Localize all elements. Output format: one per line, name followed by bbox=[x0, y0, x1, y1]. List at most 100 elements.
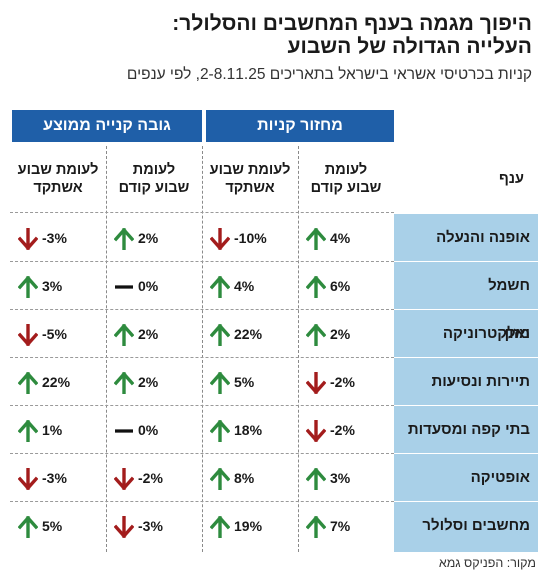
change-value: 5% bbox=[234, 374, 255, 390]
change-value: 22% bbox=[42, 374, 71, 390]
arrow-up-icon bbox=[305, 467, 327, 491]
change-value: 0% bbox=[138, 422, 159, 438]
value-cell: 2% bbox=[106, 310, 202, 358]
sector-label: מחשבים וסלולר bbox=[422, 517, 530, 534]
column-header-turnover-last-year: לעומת שבוע אשתקד bbox=[209, 162, 291, 196]
change-value: 6% bbox=[330, 278, 351, 294]
value-cell: -3% bbox=[106, 502, 202, 550]
value-cell: -3% bbox=[10, 214, 106, 262]
arrow-up-icon bbox=[113, 227, 135, 251]
group-header-turnover: מחזור קניות bbox=[206, 110, 394, 142]
arrow-up-icon bbox=[209, 323, 231, 347]
column-divider bbox=[202, 146, 203, 552]
data-table: מחזור קניות גובה קנייה ממוצע ענף לעומת שב… bbox=[10, 110, 538, 552]
row-divider bbox=[10, 453, 394, 454]
sector-row-divider bbox=[394, 309, 538, 310]
arrow-down-icon bbox=[209, 227, 231, 251]
change-value: 4% bbox=[330, 230, 351, 246]
arrow-up-icon bbox=[305, 275, 327, 299]
arrow-up-icon bbox=[17, 371, 39, 395]
arrow-up-icon bbox=[305, 227, 327, 251]
sector-column bbox=[394, 214, 538, 552]
value-cell: 2% bbox=[106, 358, 202, 406]
arrow-down-icon bbox=[305, 371, 327, 395]
row-divider bbox=[10, 212, 394, 213]
change-value: 22% bbox=[234, 326, 263, 342]
group-header-avg-purchase: גובה קנייה ממוצע bbox=[12, 110, 202, 142]
value-cell: 6% bbox=[298, 262, 394, 310]
change-value: 3% bbox=[330, 470, 351, 486]
value-cell: 2% bbox=[298, 310, 394, 358]
column-header-turnover-prev-week: לעומת שבוע קודם bbox=[310, 162, 382, 196]
change-value: 1% bbox=[42, 422, 63, 438]
column-header-avg-prev-week: לעומת שבוע קודם bbox=[118, 162, 190, 196]
value-cell: -2% bbox=[298, 406, 394, 454]
value-cell: 0% bbox=[106, 262, 202, 310]
change-value: 8% bbox=[234, 470, 255, 486]
change-value: 19% bbox=[234, 518, 263, 534]
change-value: 7% bbox=[330, 518, 351, 534]
value-cell: 22% bbox=[10, 358, 106, 406]
column-header-sector: ענף bbox=[499, 171, 524, 187]
row-divider bbox=[10, 357, 394, 358]
dash-icon bbox=[114, 276, 134, 298]
row-divider bbox=[10, 309, 394, 310]
value-cell: 8% bbox=[202, 454, 298, 502]
value-cell: 19% bbox=[202, 502, 298, 550]
change-value: -5% bbox=[42, 326, 67, 342]
sector-label: בתי קפה ומסעדות bbox=[407, 421, 530, 438]
change-value: 0% bbox=[138, 278, 159, 294]
change-value: -3% bbox=[138, 518, 163, 534]
arrow-up-icon bbox=[305, 323, 327, 347]
value-cell: 5% bbox=[202, 358, 298, 406]
change-value: 5% bbox=[42, 518, 63, 534]
page-subtitle: קניות בכרטיסי אשראי בישראל בתאריכים 2-8.… bbox=[126, 66, 532, 83]
value-cell: -2% bbox=[298, 358, 394, 406]
value-cell: 5% bbox=[10, 502, 106, 550]
change-value: -2% bbox=[330, 422, 355, 438]
change-value: -3% bbox=[42, 470, 67, 486]
value-cell: 7% bbox=[298, 502, 394, 550]
title-line-1: היפוך מגמה בענף המחשבים והסלולר: bbox=[172, 12, 532, 35]
value-cell: 4% bbox=[298, 214, 394, 262]
change-value: 2% bbox=[138, 374, 159, 390]
change-value: -2% bbox=[138, 470, 163, 486]
arrow-up-icon bbox=[17, 275, 39, 299]
arrow-up-icon bbox=[17, 419, 39, 443]
value-cell: 18% bbox=[202, 406, 298, 454]
arrow-down-icon bbox=[17, 467, 39, 491]
arrow-down-icon bbox=[17, 227, 39, 251]
value-cell: 3% bbox=[10, 262, 106, 310]
value-cell: -2% bbox=[106, 454, 202, 502]
sector-label: אופנה והנעלה bbox=[436, 229, 530, 246]
change-value: -3% bbox=[42, 230, 67, 246]
column-divider bbox=[298, 146, 299, 552]
arrow-up-icon bbox=[209, 515, 231, 539]
dash-icon bbox=[114, 420, 134, 442]
change-value: -10% bbox=[234, 230, 267, 246]
value-cell: 1% bbox=[10, 406, 106, 454]
sector-label: מזון bbox=[504, 325, 530, 342]
sector-row-divider bbox=[394, 405, 538, 406]
row-divider bbox=[10, 501, 394, 502]
arrow-up-icon bbox=[113, 371, 135, 395]
change-value: 2% bbox=[330, 326, 351, 342]
value-cell: -10% bbox=[202, 214, 298, 262]
page-title: היפוך מגמה בענף המחשבים והסלולר: העלייה … bbox=[12, 12, 532, 58]
title-line-2: העלייה הגדולה של השבוע bbox=[287, 35, 533, 58]
change-value: 18% bbox=[234, 422, 263, 438]
sector-row-divider bbox=[394, 453, 538, 454]
change-value: 2% bbox=[138, 326, 159, 342]
arrow-down-icon bbox=[113, 515, 135, 539]
sector-row-divider bbox=[394, 357, 538, 358]
arrow-down-icon bbox=[113, 467, 135, 491]
change-value: 2% bbox=[138, 230, 159, 246]
sector-row-divider bbox=[394, 501, 538, 502]
value-cell: 4% bbox=[202, 262, 298, 310]
change-value: -2% bbox=[330, 374, 355, 390]
value-cell: 3% bbox=[298, 454, 394, 502]
sector-label: תיירות ונסיעות bbox=[431, 373, 530, 390]
value-cell: 2% bbox=[106, 214, 202, 262]
change-value: 4% bbox=[234, 278, 255, 294]
change-value: 3% bbox=[42, 278, 63, 294]
